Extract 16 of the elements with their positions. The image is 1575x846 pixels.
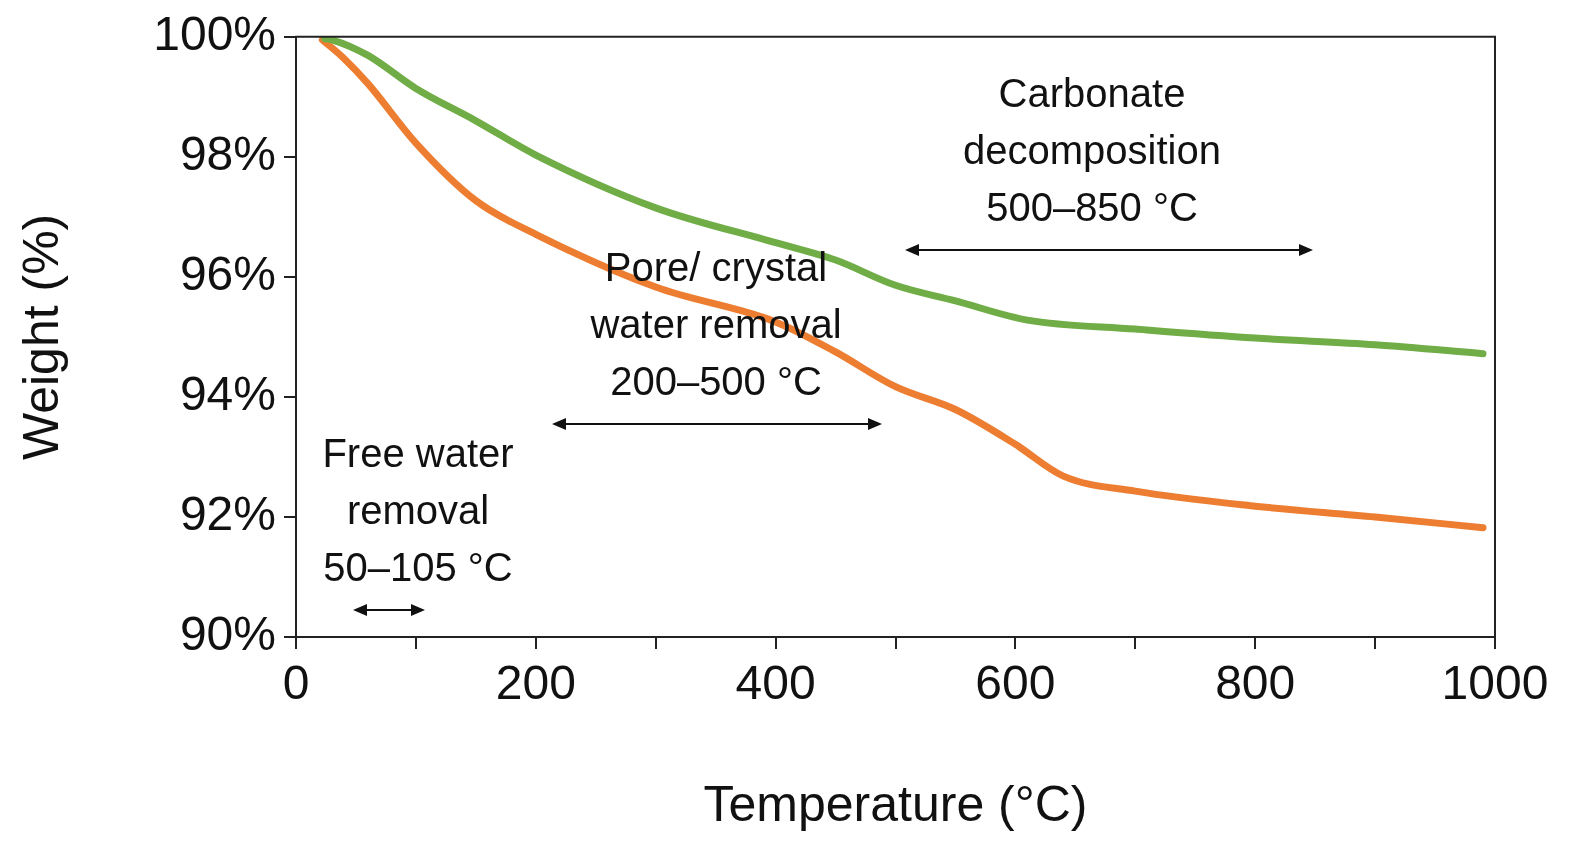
annotation: Free water removal 50–105 °C: [322, 431, 514, 590]
y-tick-label: 92%: [179, 487, 276, 541]
x-tick-label: 0: [282, 656, 310, 710]
y-tick-label: 98%: [179, 127, 276, 181]
y-tick-label: 96%: [179, 247, 276, 301]
x-tick-label: 800: [1215, 656, 1296, 710]
y-tick-label: 94%: [179, 367, 276, 421]
x-tick-label: 400: [735, 656, 816, 710]
annotation: Carbonate decomposition 500–850 °C: [963, 71, 1221, 230]
y-tick-label: 90%: [179, 607, 276, 661]
x-tick-label: 200: [495, 656, 576, 710]
x-tick-label: 600: [975, 656, 1056, 710]
y-tick-label: 100%: [153, 7, 276, 61]
x-tick-label: 1000: [1441, 656, 1549, 710]
y-axis-title: Weight (%): [12, 213, 69, 461]
x-axis-title: Temperature (°C): [703, 775, 1088, 832]
